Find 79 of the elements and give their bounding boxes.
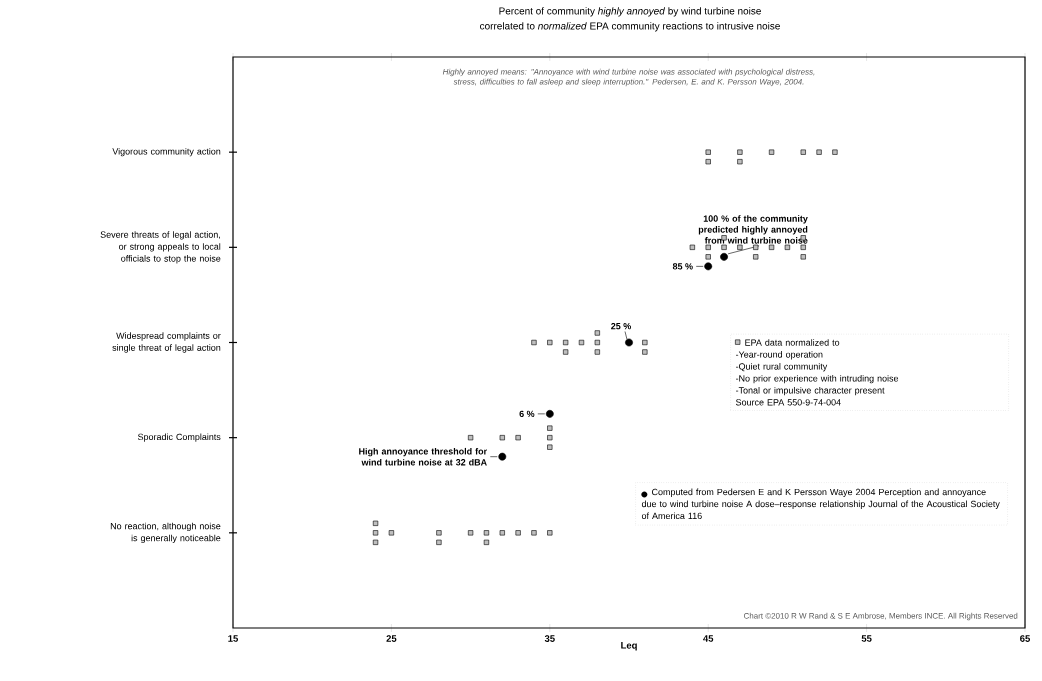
point	[721, 244, 727, 250]
x-tick-label: 25	[386, 635, 397, 642]
text: Vigorous community action	[112, 147, 221, 157]
point	[625, 338, 633, 347]
point	[720, 252, 728, 261]
point	[705, 254, 711, 260]
text: No reaction, although noise is generally noticeable	[110, 522, 221, 543]
chart-title: Percent of community highly annoyed by wind turbine noise	[499, 7, 761, 17]
point	[531, 339, 537, 346]
point	[753, 244, 759, 250]
text: Widespread complaints or single threat of legal action	[112, 332, 221, 353]
annotation: Source EPA 550-9-74-004	[735, 399, 841, 406]
point	[768, 149, 775, 155]
point	[594, 330, 600, 336]
annotation: -No prior experience with intruding noise	[735, 374, 899, 384]
point	[372, 530, 379, 536]
point	[563, 339, 569, 346]
annotation: -Year-round operation	[735, 351, 823, 360]
legend-label: Computed from Pedersen E and K Persson Waye 2004 Perception and annoyance due to wind turbine noise A dose–response relationship Journal of the Acoustical Society of America 116	[641, 488, 1000, 520]
point	[705, 159, 711, 165]
point	[784, 244, 791, 250]
point	[642, 349, 648, 355]
point	[800, 244, 806, 250]
annotation: 100 % of the community predicted highly annoyed from wind turbine noise	[698, 215, 808, 244]
point	[816, 149, 822, 155]
point	[436, 530, 442, 536]
point	[642, 339, 648, 346]
point	[547, 339, 553, 346]
text: Severe threats of legal action, or strong appeals to local officials to stop the noise	[100, 231, 221, 264]
point	[578, 339, 585, 346]
x-tick-label: 45	[703, 635, 714, 642]
point	[594, 339, 600, 346]
annotation: 85 %	[672, 263, 693, 270]
point	[468, 435, 474, 441]
point	[547, 530, 553, 536]
point	[832, 149, 838, 155]
point	[515, 435, 521, 441]
point	[689, 244, 695, 250]
point	[753, 254, 759, 260]
x-tick-label: 55	[861, 635, 872, 642]
annotation: -Quiet rural community	[735, 363, 828, 372]
chart-subtitle: correlated to normalized EPA community reactions to intrusive noise	[480, 22, 780, 32]
annotation: High annoyance threshold for wind turbine noise at 32 dBA	[359, 447, 487, 466]
point	[705, 149, 711, 155]
point	[483, 530, 490, 536]
point	[499, 435, 505, 441]
point	[531, 530, 537, 536]
point	[372, 520, 379, 526]
point	[705, 244, 711, 250]
point	[768, 244, 775, 250]
point	[483, 539, 490, 545]
x-tick-label: 65	[1020, 635, 1031, 642]
x-tick-label: 35	[544, 635, 555, 642]
x-axis-title: Leq	[621, 642, 637, 651]
point	[388, 530, 394, 536]
point	[468, 530, 474, 536]
point	[372, 539, 379, 545]
point	[737, 244, 743, 250]
point	[545, 409, 554, 418]
point	[436, 539, 442, 545]
point	[737, 159, 743, 165]
text: Sporadic Complaints	[137, 433, 221, 442]
point	[737, 149, 743, 155]
legend-label: EPA data normalized to	[745, 339, 840, 346]
point	[547, 425, 553, 431]
point	[498, 452, 507, 461]
annotation: 6 %	[519, 410, 535, 418]
point	[704, 262, 713, 271]
annotation: -Tonal or impulsive character present	[735, 386, 885, 396]
point	[547, 444, 553, 450]
annotation: 25 %	[611, 322, 631, 330]
point	[594, 349, 600, 355]
point	[515, 530, 521, 536]
x-tick-label: 15	[228, 635, 238, 642]
point	[563, 349, 569, 355]
point	[800, 149, 806, 155]
point	[499, 530, 505, 536]
point	[800, 254, 806, 260]
point	[547, 435, 553, 441]
